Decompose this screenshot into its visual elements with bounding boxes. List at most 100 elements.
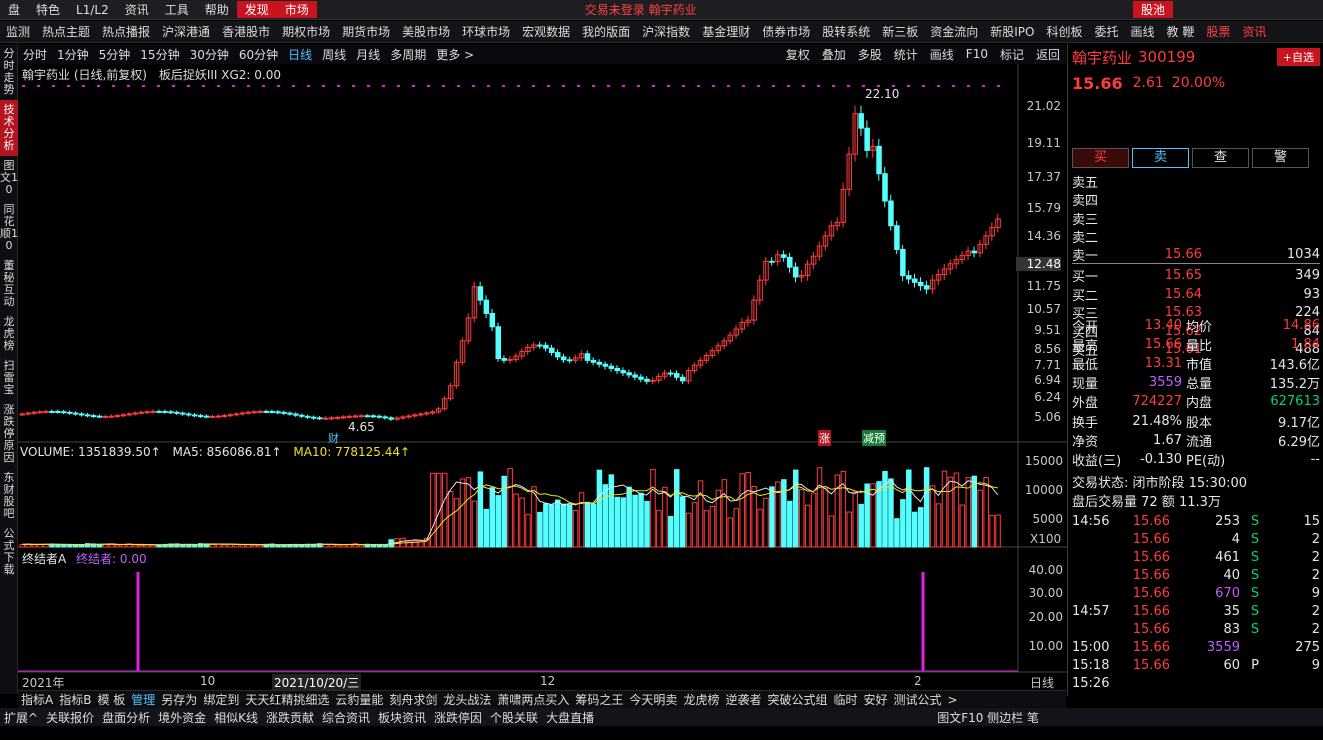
- formula-tab[interactable]: 筹码之王: [572, 691, 626, 708]
- buy-button[interactable]: 买: [1072, 148, 1129, 168]
- chart-tool-button[interactable]: 统计: [888, 46, 924, 63]
- leftnav-item[interactable]: 同花顺10: [0, 200, 18, 256]
- query-button[interactable]: 查: [1192, 148, 1249, 168]
- leftnav-item[interactable]: 分时走势: [0, 44, 18, 100]
- forecast-marker[interactable]: 减预: [862, 430, 886, 446]
- menu-item-0[interactable]: 盘: [0, 1, 28, 18]
- toolbar-item[interactable]: 委托: [1089, 23, 1125, 40]
- period-tab[interactable]: 15分钟: [135, 46, 184, 63]
- period-tab[interactable]: 1分钟: [52, 46, 94, 63]
- period-tab[interactable]: 月线: [351, 46, 385, 63]
- toolbar-item[interactable]: 期货市场: [336, 23, 396, 40]
- leftnav-item[interactable]: 扫雷宝: [0, 356, 18, 400]
- toolbar-item[interactable]: 我的版面: [576, 23, 636, 40]
- leftnav-item[interactable]: 技术分析: [0, 100, 18, 156]
- leftnav-item[interactable]: 涨跌停原因: [0, 400, 18, 468]
- chart-tool-button[interactable]: 多股: [852, 46, 888, 63]
- formula-tab[interactable]: 指标B: [56, 691, 94, 708]
- formula-tab[interactable]: 刻舟求剑: [386, 691, 440, 708]
- menu-item-discover[interactable]: 发现: [237, 1, 277, 18]
- formula-tab[interactable]: 天天红精挑细选: [242, 691, 332, 708]
- formula-tab[interactable]: 龙头战法: [440, 691, 494, 708]
- period-tab[interactable]: 5分钟: [94, 46, 136, 63]
- toolbar-item[interactable]: 债券市场: [756, 23, 816, 40]
- menu-item-5[interactable]: 帮助: [197, 1, 237, 18]
- formula-tab[interactable]: 云豹量能: [332, 691, 386, 708]
- chart-tool-button[interactable]: 标记: [994, 46, 1030, 63]
- toolbar-item[interactable]: 香港股市: [216, 23, 276, 40]
- toolbar-item[interactable]: 期权市场: [276, 23, 336, 40]
- formula-tab[interactable]: 临时: [830, 691, 860, 708]
- limit-up-marker[interactable]: 涨: [818, 430, 831, 446]
- period-tab[interactable]: 周线: [317, 46, 351, 63]
- footer-item[interactable]: 板块资讯: [374, 709, 430, 726]
- leftnav-item[interactable]: 龙虎榜: [0, 312, 18, 356]
- formula-tab[interactable]: 指标A: [18, 691, 56, 708]
- formula-tab[interactable]: 管理: [128, 691, 158, 708]
- kline-chart[interactable]: [18, 64, 1067, 690]
- formula-tab[interactable]: 另存为: [158, 691, 200, 708]
- toolbar-item[interactable]: 新三板: [876, 23, 924, 40]
- footer-item[interactable]: 涨跌贡献: [262, 709, 318, 726]
- footer-item[interactable]: 扩展^: [0, 709, 42, 726]
- toolbar-item[interactable]: 新股IPO: [984, 23, 1040, 40]
- chart-tool-button[interactable]: 返回: [1030, 46, 1066, 63]
- footer-item[interactable]: 个股关联: [486, 709, 542, 726]
- menu-item-2[interactable]: L1/L2: [68, 3, 117, 17]
- menu-item-market[interactable]: 市场: [277, 1, 317, 18]
- formula-tab[interactable]: 逆袭者: [722, 691, 764, 708]
- period-tab[interactable]: 更多 >: [431, 46, 479, 63]
- formula-tab[interactable]: 龙虎榜: [680, 691, 722, 708]
- formula-tab[interactable]: 突破公式组: [764, 691, 830, 708]
- footer-item[interactable]: 综合资讯: [318, 709, 374, 726]
- add-watchlist-button[interactable]: +自选: [1277, 48, 1320, 66]
- toolbar-item[interactable]: 资讯: [1236, 23, 1272, 40]
- period-tab[interactable]: 多周期: [385, 46, 431, 63]
- formula-tab[interactable]: 绑定到: [200, 691, 242, 708]
- toolbar-item[interactable]: 沪深指数: [636, 23, 696, 40]
- menu-item-1[interactable]: 特色: [28, 1, 68, 18]
- toolbar-item[interactable]: 股转系统: [816, 23, 876, 40]
- formula-tab[interactable]: 测试公式: [891, 691, 945, 708]
- toolbar-item[interactable]: 美股市场: [396, 23, 456, 40]
- formula-tab[interactable]: 今天明卖: [626, 691, 680, 708]
- formula-tab[interactable]: 模 板: [94, 691, 128, 708]
- toolbar-item[interactable]: 画线: [1125, 23, 1161, 40]
- footer-item[interactable]: 相似K线: [210, 709, 262, 726]
- period-tab[interactable]: 60分钟: [234, 46, 283, 63]
- toolbar-item[interactable]: 环球市场: [456, 23, 516, 40]
- toolbar-item[interactable]: 基金理财: [696, 23, 756, 40]
- chart-tool-button[interactable]: 叠加: [816, 46, 852, 63]
- formula-tab[interactable]: 萧啸两点买入: [494, 691, 572, 708]
- period-tab[interactable]: 日线: [283, 46, 317, 63]
- stock-pool-badge[interactable]: 股池: [1133, 1, 1173, 18]
- menu-item-3[interactable]: 资讯: [117, 1, 157, 18]
- toolbar-item[interactable]: 监测: [0, 23, 36, 40]
- toolbar-item[interactable]: 股票: [1200, 23, 1236, 40]
- menu-item-4[interactable]: 工具: [157, 1, 197, 18]
- formula-tab[interactable]: 安好: [861, 691, 891, 708]
- footer-right[interactable]: 图文F10 侧边栏 笔: [933, 709, 1043, 726]
- leftnav-item[interactable]: 公式下载: [0, 524, 18, 580]
- leftnav-item[interactable]: 东财股吧: [0, 468, 18, 524]
- chart-tool-button[interactable]: 画线: [924, 46, 960, 63]
- period-tab[interactable]: 30分钟: [185, 46, 234, 63]
- toolbar-item[interactable]: 宏观数据: [516, 23, 576, 40]
- leftnav-item[interactable]: 图文10: [0, 156, 18, 200]
- toolbar-item[interactable]: 科创板: [1041, 23, 1089, 40]
- alert-button[interactable]: 警: [1252, 148, 1309, 168]
- toolbar-item[interactable]: 热点主题: [36, 23, 96, 40]
- leftnav-item[interactable]: 董秘互动: [0, 256, 18, 312]
- toolbar-item[interactable]: 教 鞭: [1161, 23, 1201, 40]
- footer-item[interactable]: 涨跌停因: [430, 709, 486, 726]
- formula-tab[interactable]: >: [945, 693, 961, 707]
- finance-marker[interactable]: 财: [328, 430, 339, 446]
- toolbar-item[interactable]: 热点播报: [96, 23, 156, 40]
- period-tab[interactable]: 分时: [18, 46, 52, 63]
- footer-item[interactable]: 大盘直播: [542, 709, 598, 726]
- chart-tool-button[interactable]: 复权: [780, 46, 816, 63]
- chart-tool-button[interactable]: F10: [960, 47, 994, 61]
- sell-button[interactable]: 卖: [1132, 148, 1189, 168]
- footer-item[interactable]: 盘面分析: [98, 709, 154, 726]
- footer-item[interactable]: 境外资金: [154, 709, 210, 726]
